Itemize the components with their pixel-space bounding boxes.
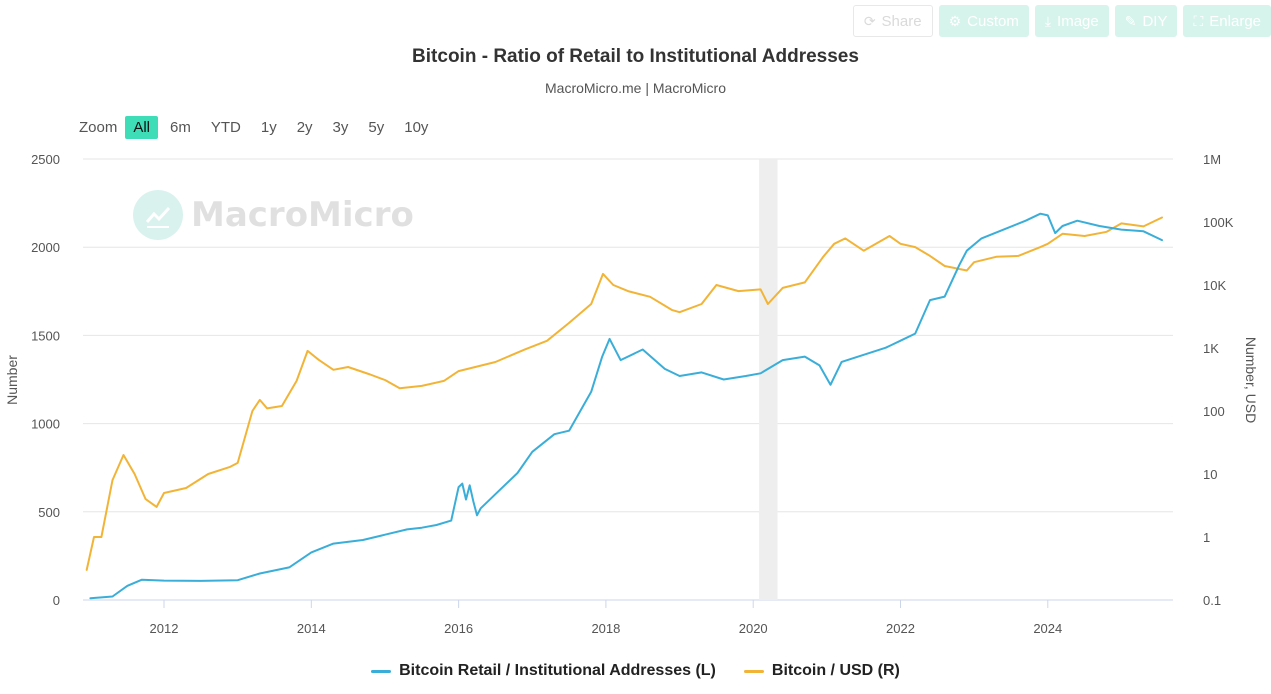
right-tick-label: 100 — [1203, 404, 1225, 419]
watermark-text: MacroMicro — [191, 195, 414, 235]
x-tick-label: 2018 — [591, 621, 620, 636]
right-axis-title: Number, USD — [1243, 337, 1259, 423]
legend-label-bitcoin-usd: Bitcoin / USD (R) — [771, 662, 900, 679]
enlarge-label: Enlarge — [1209, 12, 1261, 30]
gear-icon: ⚙ — [948, 13, 962, 29]
enlarge-button[interactable]: ⛶ Enlarge — [1183, 5, 1271, 37]
custom-button[interactable]: ⚙ Custom — [938, 5, 1029, 37]
series-line-retail-ratio[interactable] — [89, 212, 1163, 600]
chart-subtitle: MacroMicro.me | MacroMicro — [545, 80, 726, 96]
diy-label: DIY — [1142, 12, 1168, 30]
share-label: Share — [881, 12, 922, 30]
zoom-all-button[interactable]: All — [125, 116, 159, 139]
diy-button[interactable]: ✎ DIY — [1114, 5, 1178, 37]
legend-item-bitcoin-usd[interactable]: Bitcoin / USD (R) — [743, 662, 900, 680]
zoom-5y-button[interactable]: 5y — [368, 119, 385, 136]
chart-plot: 2012 2014 2016 2018 2020 2022 2024 0 500 1000 150… — [4, 152, 1259, 636]
right-y-axis: 0.1 1 10 100 1K 10K 100K 1M — [1203, 152, 1234, 608]
right-tick-label: 10K — [1203, 278, 1226, 293]
share-icon: ⟳ — [863, 13, 876, 29]
x-tick-label: 2022 — [886, 621, 915, 636]
chart-legend: Bitcoin Retail / Institutional Addresses… — [0, 662, 1271, 680]
left-tick-label: 2500 — [31, 152, 60, 167]
shaded-period-band — [759, 159, 778, 600]
pencil-icon: ✎ — [1124, 13, 1137, 29]
macromicro-logo-icon — [133, 190, 183, 240]
zoom-10y-button[interactable]: 10y — [404, 119, 429, 136]
right-tick-label: 100K — [1203, 215, 1234, 230]
left-axis-title: Number — [4, 355, 20, 405]
zoom-label: Zoom — [79, 119, 118, 136]
left-tick-label: 1500 — [31, 328, 60, 343]
right-tick-label: 10 — [1203, 467, 1217, 482]
left-tick-label: 1000 — [31, 417, 60, 432]
x-axis: 2012 2014 2016 2018 2020 2022 2024 — [150, 600, 1062, 636]
left-y-axis: 0 500 1000 1500 2000 2500 — [31, 152, 60, 608]
legend-item-retail-ratio[interactable]: Bitcoin Retail / Institutional Addresses… — [371, 662, 716, 680]
zoom-6m-button[interactable]: 6m — [170, 119, 191, 136]
download-icon: ⤓ — [1044, 13, 1052, 29]
left-tick-label: 2000 — [31, 240, 60, 255]
legend-label-retail-ratio: Bitcoin Retail / Institutional Addresses… — [399, 662, 716, 679]
expand-icon: ⛶ — [1193, 13, 1204, 29]
legend-swatch-retail-ratio — [371, 669, 392, 673]
share-button[interactable]: ⟳ Share — [852, 5, 933, 37]
image-label: Image — [1057, 12, 1099, 30]
x-tick-label: 2024 — [1033, 621, 1062, 636]
right-tick-label: 1M — [1203, 152, 1221, 167]
watermark: MacroMicro — [133, 190, 414, 240]
x-tick-label: 2020 — [739, 621, 768, 636]
zoom-3y-button[interactable]: 3y — [332, 119, 349, 136]
image-button[interactable]: ⤓ Image — [1034, 5, 1109, 37]
x-tick-label: 2014 — [297, 621, 326, 636]
zoom-selector: Zoom All 6m YTD 1y 2y 3y 5y 10y — [79, 116, 440, 139]
zoom-2y-button[interactable]: 2y — [296, 119, 313, 136]
legend-swatch-bitcoin-usd — [743, 669, 764, 673]
right-tick-label: 0.1 — [1203, 593, 1221, 608]
zoom-1y-button[interactable]: 1y — [260, 119, 277, 136]
zoom-ytd-button[interactable]: YTD — [210, 119, 241, 136]
series-layer — [85, 212, 1163, 600]
grid-lines — [83, 158, 1173, 601]
left-tick-label: 0 — [53, 593, 60, 608]
chart-title: Bitcoin - Ratio of Retail to Institution… — [412, 46, 859, 67]
right-tick-label: 1 — [1203, 530, 1210, 545]
x-tick-label: 2012 — [150, 621, 179, 636]
x-tick-label: 2016 — [444, 621, 473, 636]
right-tick-label: 1K — [1203, 341, 1219, 356]
chart-toolbar: ⟳ Share ⚙ Custom ⤓ Image ✎ DIY ⛶ Enlarge — [852, 5, 1271, 37]
custom-label: Custom — [967, 12, 1019, 30]
left-tick-label: 500 — [38, 505, 60, 520]
series-line-bitcoin-usd[interactable] — [85, 216, 1163, 571]
